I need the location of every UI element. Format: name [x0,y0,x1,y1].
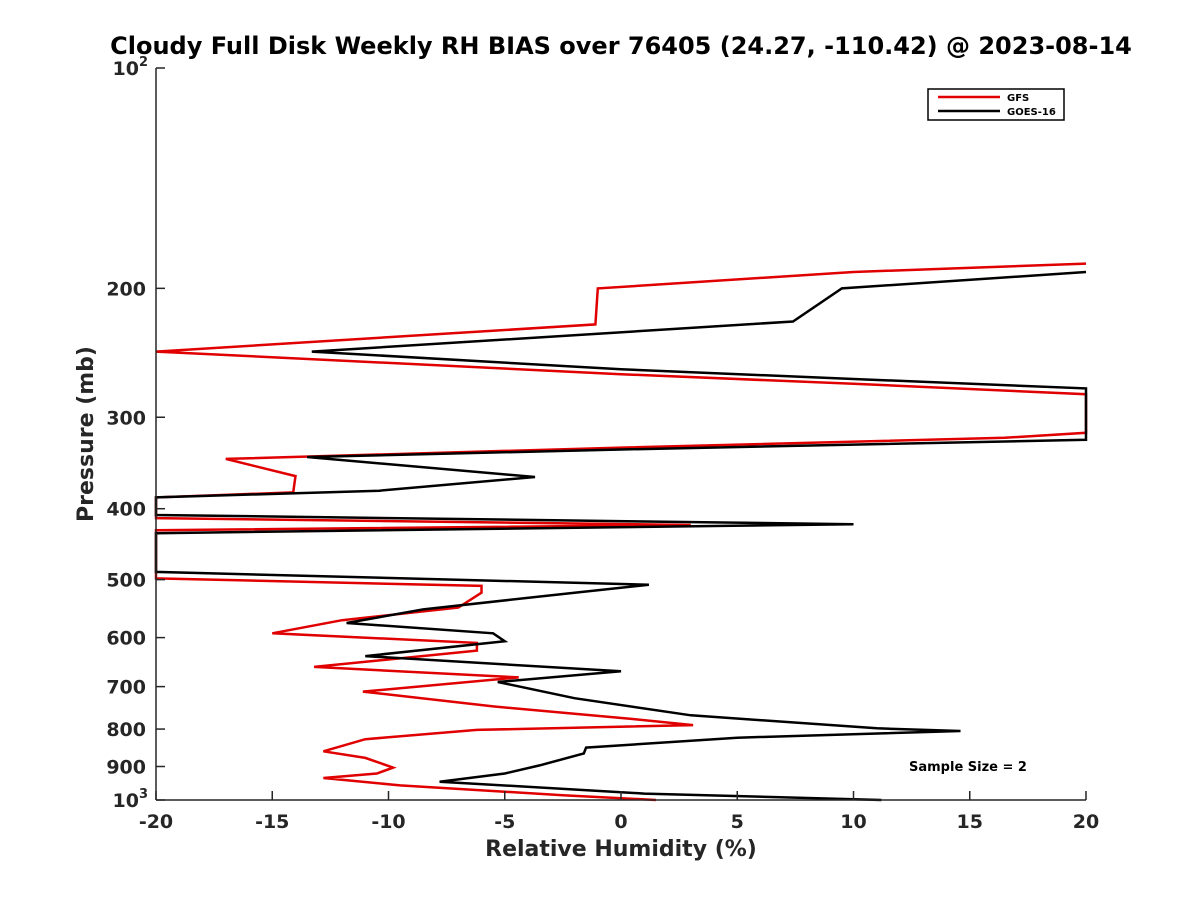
chart-title: Cloudy Full Disk Weekly RH BIAS over 764… [110,32,1132,60]
y-ticks: 102 200 300 400 500 600 700 800 900 103 [106,55,165,812]
y-tick-label: 700 [106,677,146,699]
legend: GFS GOES-16 [927,88,1065,121]
x-tick-label: -10 [371,811,405,833]
x-tick-label: 10 [840,811,866,833]
legend-label-gfs: GFS [1007,93,1029,104]
x-tick-label: -5 [494,811,515,833]
legend-box [927,88,1065,121]
y-tick-label: 300 [106,407,146,429]
sample-size-annotation: Sample Size = 2 [909,760,1027,775]
x-ticks: -20 -15 -10 -5 0 5 10 15 20 [139,791,1099,833]
y-tick-label: 102 [113,55,149,80]
series-group [154,262,1088,802]
y-tick-label: 800 [106,719,146,741]
legend-label-goes16: GOES-16 [1007,107,1056,118]
plot-area [156,68,1086,800]
x-tick-label: -15 [255,811,289,833]
x-tick-label: 15 [957,811,983,833]
x-tick-label: 0 [614,811,627,833]
series-line-goes16 [154,270,1088,802]
y-tick-label: 500 [106,570,146,592]
y-tick-label: 103 [113,787,149,812]
y-tick-label: 600 [106,628,146,650]
y-tick-label: 200 [106,278,146,300]
x-axis-label: Relative Humidity (%) [485,837,757,862]
y-tick-label: 900 [106,757,146,779]
x-tick-label: 20 [1073,811,1099,833]
x-tick-label: 5 [731,811,744,833]
x-tick-label: -20 [139,811,173,833]
y-tick-label: 400 [106,499,146,521]
y-axis-label: Pressure (mb) [74,346,99,522]
